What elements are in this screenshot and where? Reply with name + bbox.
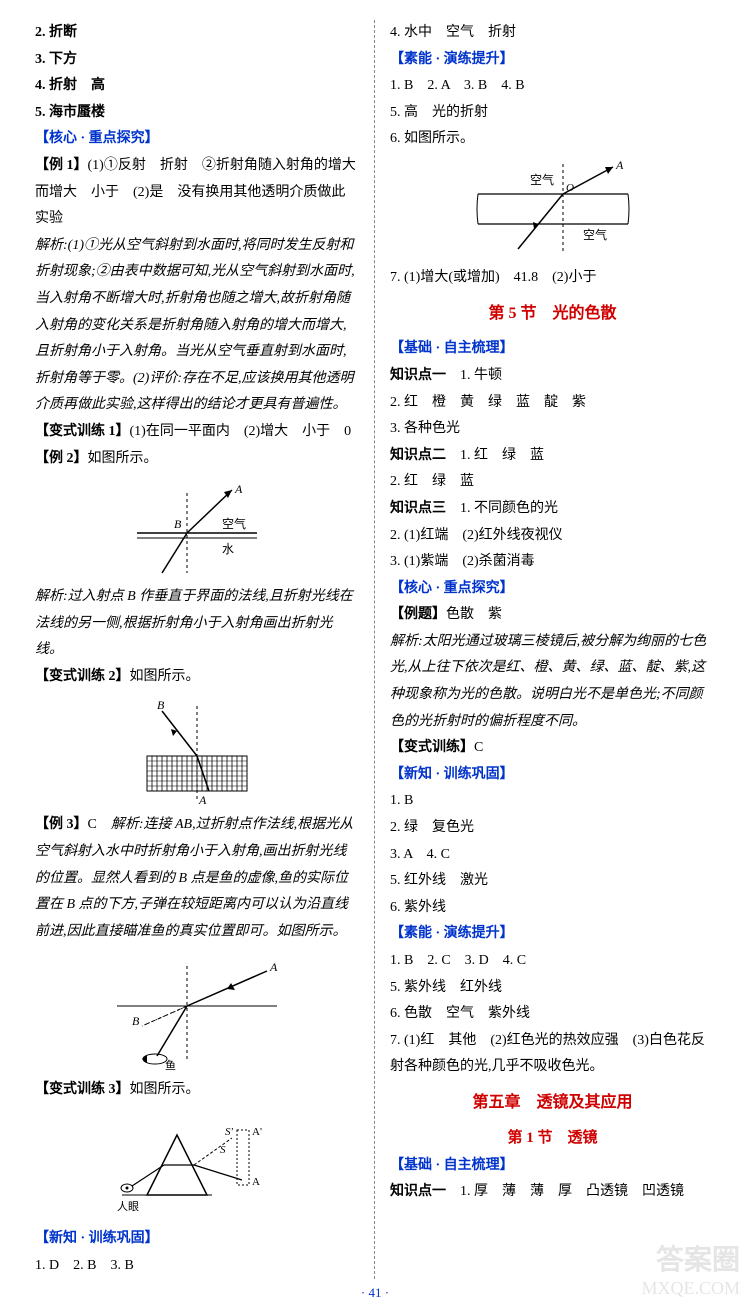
text-line: 2. 红 橙 黄 绿 蓝 靛 紫 xyxy=(390,390,715,417)
diagram-fish: A B 鱼 xyxy=(107,951,287,1071)
analysis-text: 解析:过入射点 B 作垂直于界面的法线,且折射光线在法线的另一侧,根据折射角小于… xyxy=(35,584,359,664)
text-line: 【例 2】如图所示。 xyxy=(35,446,359,473)
text-line: 5. 海市蜃楼 xyxy=(35,100,359,127)
watermark: 答案圈 MXQE.COM xyxy=(641,1244,740,1299)
text-line: 2. (1)红端 (2)红外线夜视仪 xyxy=(390,523,715,550)
page-container: 2. 折断3. 下方4. 折射 高5. 海市蜃楼【核心 · 重点探究】【例 1】… xyxy=(0,0,750,1309)
section-label: 【新知 · 训练巩固】 xyxy=(35,1226,359,1253)
text-line: 3. 各种色光 xyxy=(390,416,715,443)
section-label: 【基础 · 自主梳理】 xyxy=(390,336,715,363)
svg-text:A: A xyxy=(252,1176,260,1188)
diagram-container: A B 空气 水 xyxy=(35,478,359,578)
text-line: 知识点一 1. 牛顿 xyxy=(390,363,715,390)
text-line: 5. 紫外线 红外线 xyxy=(390,975,715,1002)
text-line: 【例 1】(1)①反射 折射 ②折射角随入射角的增大而增大 小于 (2)是 没有… xyxy=(35,153,359,233)
left-column: 2. 折断3. 下方4. 折射 高5. 海市蜃楼【核心 · 重点探究】【例 1】… xyxy=(25,20,375,1279)
text-line: 2. 绿 复色光 xyxy=(390,815,715,842)
svg-text:空气: 空气 xyxy=(583,227,607,242)
section-label: 【素能 · 演练提升】 xyxy=(390,921,715,948)
text-line: 7. (1)增大(或增加) 41.8 (2)小于 xyxy=(390,265,715,292)
text-line: 5. 高 光的折射 xyxy=(390,100,715,127)
svg-text:A': A' xyxy=(252,1126,262,1138)
diagram-refraction-layer: A O 空气 空气 xyxy=(468,159,638,259)
svg-text:A: A xyxy=(234,482,243,496)
watermark-line1: 答案圈 xyxy=(641,1244,740,1278)
diagram-prism: 人眼 S S' A A' xyxy=(112,1110,282,1220)
diagram-container: B A xyxy=(35,696,359,806)
section-subheading: 第 1 节 透镜 xyxy=(390,1126,715,1147)
text-line: 【变式训练 3】如图所示。 xyxy=(35,1077,359,1104)
chapter-heading: 第五章 透镜及其应用 xyxy=(390,1089,715,1118)
text-line: 2. 折断 xyxy=(35,20,359,47)
analysis-text: 解析:太阳光通过玻璃三棱镜后,被分解为绚丽的七色光,从上往下依次是红、橙、黄、绿… xyxy=(390,629,715,735)
diagram-container: A B 鱼 xyxy=(35,951,359,1071)
svg-text:A: A xyxy=(269,960,278,974)
text-line: 【变式训练】C xyxy=(390,735,715,762)
text-line: 3. 下方 xyxy=(35,47,359,74)
svg-text:O: O xyxy=(566,182,574,194)
watermark-line2: MXQE.COM xyxy=(641,1278,740,1300)
diagram-refraction-2: B A xyxy=(127,696,267,806)
text-line: 4. 折射 高 xyxy=(35,73,359,100)
svg-text:S: S xyxy=(220,1144,226,1156)
text-line: 3. A 4. C xyxy=(390,842,715,869)
section-label: 【素能 · 演练提升】 xyxy=(390,47,715,74)
text-line: 6. 如图所示。 xyxy=(390,126,715,153)
text-line: 1. D 2. B 3. B xyxy=(35,1253,359,1280)
diagram-container: 人眼 S S' A A' xyxy=(35,1110,359,1220)
chapter-heading: 第 5 节 光的色散 xyxy=(390,300,715,329)
svg-text:空气: 空气 xyxy=(222,516,246,531)
text-line: 3. (1)紫端 (2)杀菌消毒 xyxy=(390,549,715,576)
page-number: · 41 · xyxy=(361,1285,389,1301)
svg-text:B: B xyxy=(174,517,182,531)
svg-text:A: A xyxy=(615,159,624,172)
text-line: 1. B xyxy=(390,788,715,815)
text-line: 1. B 2. C 3. D 4. C xyxy=(390,948,715,975)
svg-text:人眼: 人眼 xyxy=(117,1200,139,1213)
text-line: 4. 水中 空气 折射 xyxy=(390,20,715,47)
analysis-text: 解析:(1)①光从空气斜射到水面时,将同时发生反射和折射现象;②由表中数据可知,… xyxy=(35,233,359,419)
text-line: 6. 色散 空气 紫外线 xyxy=(390,1001,715,1028)
text-line: 【变式训练 2】如图所示。 xyxy=(35,664,359,691)
text-line: 知识点一 1. 厚 薄 薄 厚 凸透镜 凹透镜 xyxy=(390,1179,715,1206)
section-label: 【基础 · 自主梳理】 xyxy=(390,1153,715,1180)
svg-text:水: 水 xyxy=(222,542,234,556)
right-column: 4. 水中 空气 折射【素能 · 演练提升】1. B 2. A 3. B 4. … xyxy=(375,20,725,1279)
diagram-container: A O 空气 空气 xyxy=(390,159,715,259)
text-line: 【变式训练 1】(1)在同一平面内 (2)增大 小于 0 xyxy=(35,419,359,446)
text-line: 7. (1)红 其他 (2)红色光的热效应强 (3)白色花反射各种颜色的光,几乎… xyxy=(390,1028,715,1081)
section-label: 【新知 · 训练巩固】 xyxy=(390,762,715,789)
text-line: 6. 紫外线 xyxy=(390,895,715,922)
text-line: 【例 3】C 解析:连接 AB,过折射点作法线,根据光从空气斜射入水中时折射角小… xyxy=(35,812,359,945)
svg-text:空气: 空气 xyxy=(530,172,554,187)
text-line: 1. B 2. A 3. B 4. B xyxy=(390,73,715,100)
section-label: 【核心 · 重点探究】 xyxy=(35,126,359,153)
text-line: 5. 红外线 激光 xyxy=(390,868,715,895)
text-line: 知识点三 1. 不同颜色的光 xyxy=(390,496,715,523)
section-label: 【核心 · 重点探究】 xyxy=(390,576,715,603)
svg-text:S': S' xyxy=(225,1126,234,1138)
svg-text:A: A xyxy=(198,793,207,806)
text-line: 知识点二 1. 红 绿 蓝 xyxy=(390,443,715,470)
svg-text:B: B xyxy=(132,1014,140,1028)
svg-text:B: B xyxy=(157,698,165,712)
text-line: 【例题】色散 紫 xyxy=(390,602,715,629)
svg-text:鱼: 鱼 xyxy=(165,1058,176,1071)
text-line: 2. 红 绿 蓝 xyxy=(390,469,715,496)
diagram-refraction-1: A B 空气 水 xyxy=(127,478,267,578)
